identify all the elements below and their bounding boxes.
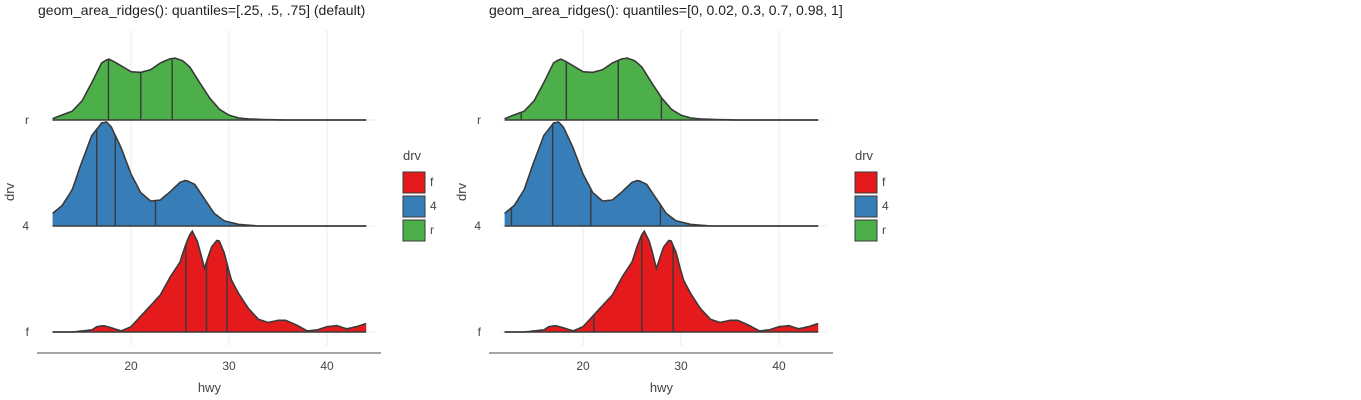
- ridge-area-f: [52, 231, 367, 332]
- y-axis-label: drv: [454, 182, 469, 201]
- legend-label-r: r: [882, 223, 886, 237]
- y-tick-label: f: [478, 325, 482, 339]
- legend-label-f: f: [430, 175, 434, 189]
- legend-swatch-r: [402, 219, 426, 242]
- legend-label-r: r: [430, 223, 434, 237]
- x-axis-label: hwy: [198, 380, 222, 395]
- ridge-area-r: [504, 58, 819, 120]
- legend-swatch-4: [402, 195, 426, 218]
- y-tick-label: r: [477, 113, 481, 127]
- legend-label-f: f: [882, 175, 886, 189]
- ridge-outline-f: [504, 229, 819, 333]
- ridge-area-4: [504, 122, 819, 226]
- legend-swatch-f: [402, 171, 426, 194]
- legend-swatch-4: [854, 195, 878, 218]
- y-axis-label: drv: [2, 182, 17, 201]
- x-tick-label: 40: [320, 359, 334, 373]
- chart-title: geom_area_ridges(): quantiles=[0, 0.02, …: [489, 2, 843, 18]
- ridge-outline-f: [52, 229, 367, 333]
- y-tick-label: 4: [22, 219, 29, 233]
- y-tick-label: r: [25, 113, 29, 127]
- legend-title: drv: [403, 148, 422, 163]
- legend-swatch-f: [854, 171, 878, 194]
- x-tick-label: 30: [674, 359, 688, 373]
- y-tick-label: 4: [474, 219, 481, 233]
- x-tick-label: 40: [772, 359, 786, 373]
- legend-title: drv: [855, 148, 874, 163]
- chart-panel-1: geom_area_ridges(): quantiles=[.25, .5, …: [2, 2, 437, 395]
- x-tick-label: 20: [576, 359, 590, 373]
- legend-swatch-r: [854, 219, 878, 242]
- ridge-area-4: [52, 122, 367, 226]
- chart-panel-2: geom_area_ridges(): quantiles=[0, 0.02, …: [454, 2, 889, 395]
- ridge-area-f: [504, 231, 819, 332]
- x-tick-label: 20: [124, 359, 138, 373]
- chart-title: geom_area_ridges(): quantiles=[.25, .5, …: [38, 2, 365, 18]
- ridge-area-r: [52, 58, 367, 120]
- x-tick-label: 30: [222, 359, 236, 373]
- x-axis-label: hwy: [650, 380, 674, 395]
- y-tick-label: f: [26, 325, 30, 339]
- legend-label-4: 4: [430, 199, 437, 213]
- legend-label-4: 4: [882, 199, 889, 213]
